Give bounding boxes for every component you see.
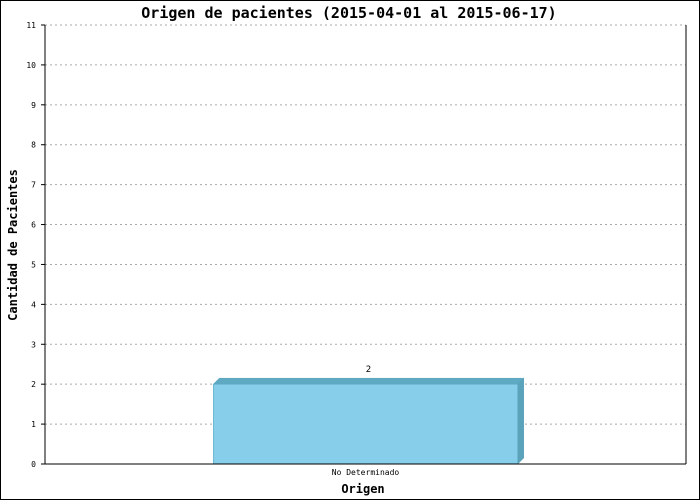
y-tick-label: 9 <box>31 101 36 110</box>
y-tick-label: 6 <box>31 221 36 230</box>
bar <box>213 383 518 465</box>
y-tick-label: 3 <box>31 340 36 349</box>
bar-side-face <box>517 377 524 465</box>
y-tick-label: 7 <box>31 181 36 190</box>
x-axis-title: Origen <box>341 482 384 496</box>
y-tick-label: 10 <box>26 61 36 70</box>
y-tick-label: 5 <box>31 260 36 269</box>
y-tick-label: 0 <box>31 460 36 469</box>
y-tick-label: 2 <box>31 380 36 389</box>
y-tick-label: 1 <box>31 420 36 429</box>
y-axis-ticks: 0 1 2 3 4 5 6 7 8 9 10 11 <box>26 21 45 469</box>
chart-title: Origen de pacientes (2015-04-01 al 2015-… <box>141 4 556 22</box>
bars: 2 <box>212 365 525 465</box>
x-axis-ticks: No Determinado <box>332 468 400 477</box>
bar-data-label: 2 <box>366 365 371 375</box>
y-tick-label: 4 <box>31 300 36 309</box>
bar-top-face <box>212 377 525 385</box>
y-tick-label: 8 <box>31 141 36 150</box>
y-tick-label: 11 <box>26 21 36 30</box>
y-axis-title: Cantidad de Pacientes <box>6 169 20 321</box>
x-tick-label: No Determinado <box>332 468 400 477</box>
